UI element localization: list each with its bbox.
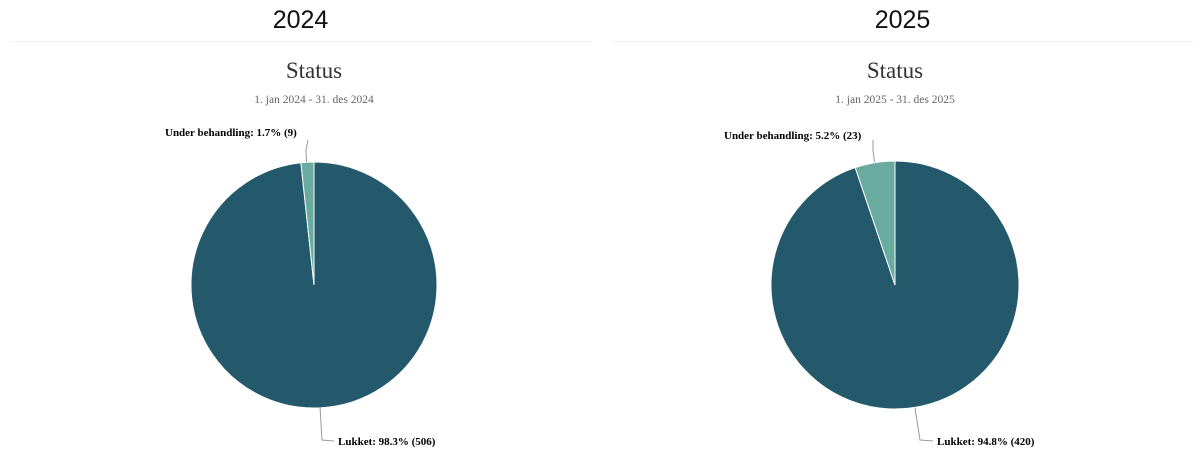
label-connector-under-behandling — [872, 140, 875, 163]
label-connector-under-behandling — [305, 139, 309, 163]
chart-subtitle: 1. jan 2024 - 31. des 2024 — [254, 94, 374, 106]
divider — [612, 41, 1193, 42]
pie-chart-2024: Status 1. jan 2024 - 31. des 2024 Under … — [165, 58, 438, 448]
data-label-under-behandling: Under behandling: 1.7% (9) — [165, 127, 297, 139]
pie-slice-under-behandling[interactable] — [854, 160, 896, 286]
data-label-lukket: Lukket: 94.8% (420) — [937, 436, 1035, 448]
data-label-lukket: Lukket: 98.3% (506) — [338, 436, 436, 448]
chart-title: Status — [286, 58, 342, 83]
chart-subtitle: 1. jan 2025 - 31. des 2025 — [835, 94, 955, 106]
data-label-under-behandling: Under behandling: 5.2% (23) — [724, 130, 862, 142]
pie-chart-2025: Status 1. jan 2025 - 31. des 2025 Under … — [724, 58, 1035, 448]
label-connector-lukket — [914, 407, 934, 442]
label-connector-lukket — [319, 406, 335, 442]
chart-panel-2024: 2024 Status 1. jan 2024 - 31. des 2024 U… — [0, 0, 601, 450]
divider — [10, 41, 591, 42]
year-heading: 2025 — [874, 6, 931, 34]
chart-panel-2025: 2025 Status 1. jan 2025 - 31. des 2025 U… — [602, 0, 1203, 450]
pie-slice-under-behandling[interactable] — [300, 161, 315, 286]
chart-title: Status — [867, 58, 923, 83]
year-heading: 2024 — [272, 6, 329, 34]
